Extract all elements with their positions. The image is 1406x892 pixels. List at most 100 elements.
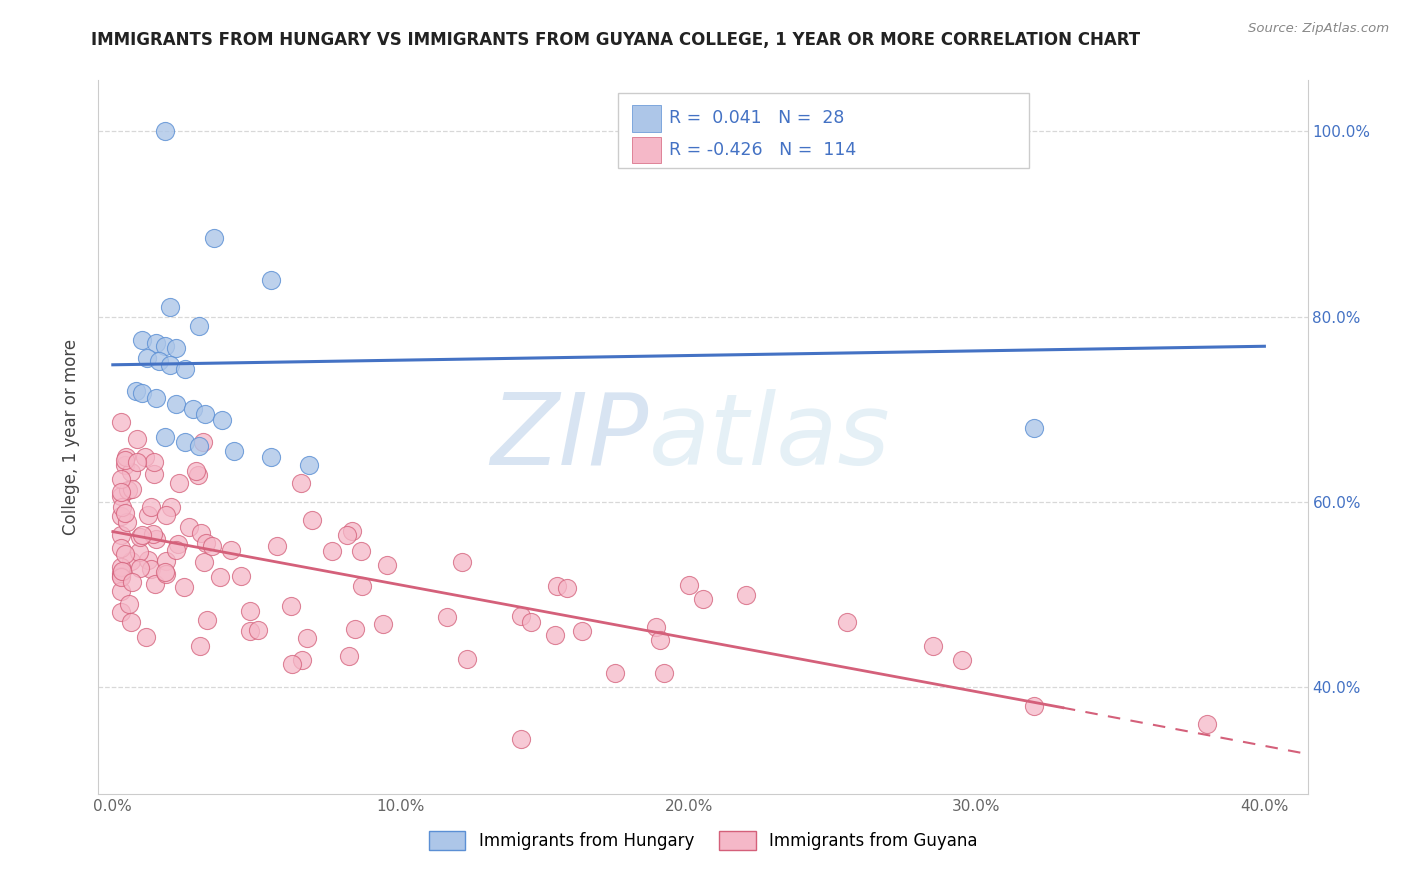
Point	[145, 532, 167, 546]
Point	[735, 588, 758, 602]
Point	[188, 318, 211, 333]
Point	[121, 482, 143, 496]
Point	[110, 472, 132, 486]
Bar	[631, 137, 661, 163]
Point	[114, 453, 136, 467]
Text: IMMIGRANTS FROM HUNGARY VS IMMIGRANTS FROM GUYANA COLLEGE, 1 YEAR OR MORE CORREL: IMMIGRANTS FROM HUNGARY VS IMMIGRANTS FR…	[91, 31, 1140, 49]
Point	[131, 528, 153, 542]
Point	[571, 624, 593, 638]
Point	[120, 465, 142, 479]
Point	[114, 506, 136, 520]
Point	[153, 430, 176, 444]
Point	[950, 652, 973, 666]
Point	[110, 541, 132, 555]
Point	[922, 639, 945, 653]
Point	[173, 361, 195, 376]
Point	[125, 384, 148, 398]
Point	[343, 623, 366, 637]
Point	[509, 608, 531, 623]
Point	[260, 450, 283, 465]
Point	[167, 476, 190, 491]
Point	[188, 439, 211, 453]
Point	[110, 605, 132, 619]
Point	[1022, 421, 1045, 435]
Point	[221, 542, 243, 557]
Point	[165, 543, 187, 558]
Point	[153, 124, 176, 138]
Point	[645, 620, 668, 634]
Point	[173, 580, 195, 594]
Point	[678, 578, 700, 592]
Point	[110, 566, 132, 580]
Point	[136, 351, 159, 366]
Point	[195, 536, 218, 550]
Point	[114, 547, 136, 561]
Point	[136, 553, 159, 567]
Point	[193, 555, 215, 569]
Point	[143, 455, 166, 469]
Text: Source: ZipAtlas.com: Source: ZipAtlas.com	[1249, 22, 1389, 36]
Point	[110, 485, 132, 500]
Point	[239, 604, 262, 618]
Point	[321, 544, 343, 558]
Point	[141, 562, 163, 576]
Point	[159, 358, 181, 372]
Point	[110, 528, 132, 542]
Point	[183, 402, 205, 417]
Point	[131, 385, 153, 400]
Point	[153, 339, 176, 353]
Bar	[631, 104, 661, 132]
Point	[280, 599, 302, 614]
Point	[193, 434, 215, 449]
Point	[509, 731, 531, 746]
Point	[648, 633, 671, 648]
Point	[115, 515, 138, 529]
Point	[110, 415, 132, 429]
Point	[195, 613, 218, 627]
Point	[159, 301, 181, 315]
Point	[165, 341, 187, 355]
Point	[835, 615, 858, 630]
Point	[190, 526, 212, 541]
Point	[436, 610, 458, 624]
Point	[239, 624, 262, 638]
Point	[159, 500, 181, 514]
Point	[110, 584, 132, 599]
Point	[177, 520, 200, 534]
Point	[280, 657, 302, 671]
Point	[520, 615, 543, 629]
Point	[129, 530, 152, 544]
Point	[143, 577, 166, 591]
Point	[339, 648, 361, 663]
Point	[135, 630, 157, 644]
Point	[121, 575, 143, 590]
Point	[110, 568, 132, 582]
Point	[603, 666, 626, 681]
Point	[209, 570, 232, 584]
Point	[375, 558, 398, 572]
Point	[155, 508, 177, 522]
Point	[222, 444, 245, 458]
Point	[114, 458, 136, 473]
Point	[187, 467, 209, 482]
Point	[117, 483, 139, 497]
Point	[297, 458, 319, 472]
Point	[1022, 698, 1045, 713]
Point	[546, 579, 568, 593]
Point	[336, 528, 359, 542]
Point	[291, 652, 314, 666]
Point	[118, 598, 141, 612]
Point	[120, 554, 142, 568]
Point	[136, 508, 159, 522]
Point	[129, 560, 152, 574]
Point	[111, 500, 134, 515]
Point	[167, 537, 190, 551]
Point	[155, 566, 177, 581]
Point	[373, 616, 395, 631]
Point	[127, 455, 149, 469]
Point	[301, 513, 323, 527]
Point	[202, 231, 225, 245]
Point	[352, 579, 374, 593]
Point	[141, 500, 163, 515]
Point	[229, 569, 252, 583]
